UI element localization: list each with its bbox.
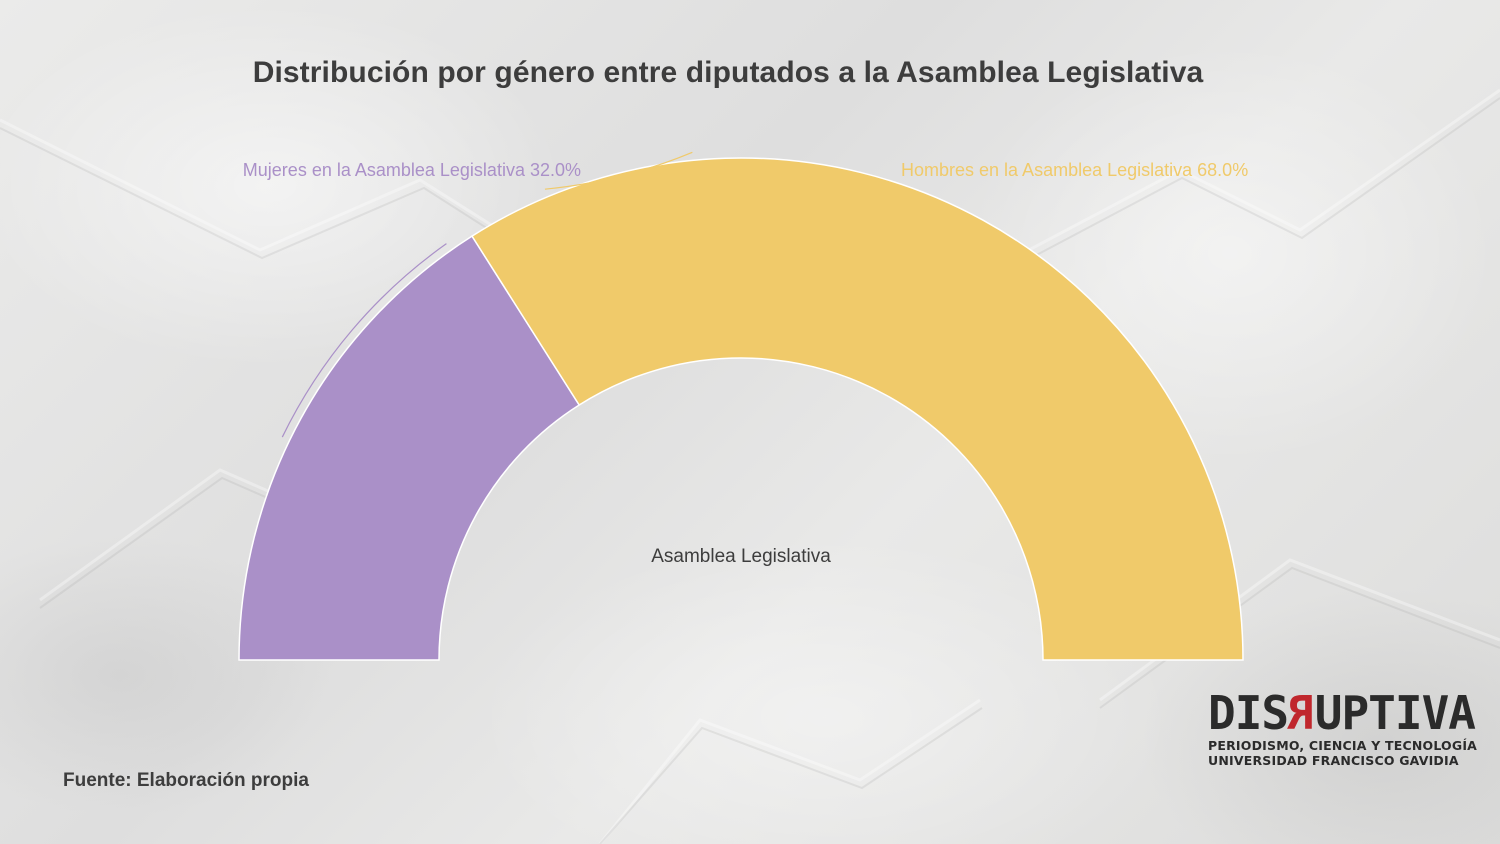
slice-mujeres xyxy=(238,235,581,661)
leader-line-mujeres xyxy=(281,243,447,438)
disruptiva-logo: DISRUPTIVA PERIODISMO, CIENCIA Y TECNOLO… xyxy=(1208,686,1478,778)
chart-title: Distribución por género entre diputados … xyxy=(252,56,1204,89)
chart-center-label: Asamblea Legislativa xyxy=(651,546,831,567)
slice-hombres xyxy=(470,157,1244,661)
leader-line-hombres xyxy=(544,151,693,190)
source-note: Fuente: Elaboración propia xyxy=(63,770,309,791)
logo-tagline-1: PERIODISMO, CIENCIA Y TECNOLOGÍA xyxy=(1208,738,1478,753)
slice-label-mujeres: Mujeres en la Asamblea Legislativa 32.0% xyxy=(243,160,581,180)
logo-tagline-2: UNIVERSIDAD FRANCISCO GAVIDIA xyxy=(1208,753,1459,768)
logo-wordmark: DISRUPTIVA xyxy=(1208,686,1476,740)
slice-label-hombres: Hombres en la Asamblea Legislativa 68.0% xyxy=(901,160,1248,180)
